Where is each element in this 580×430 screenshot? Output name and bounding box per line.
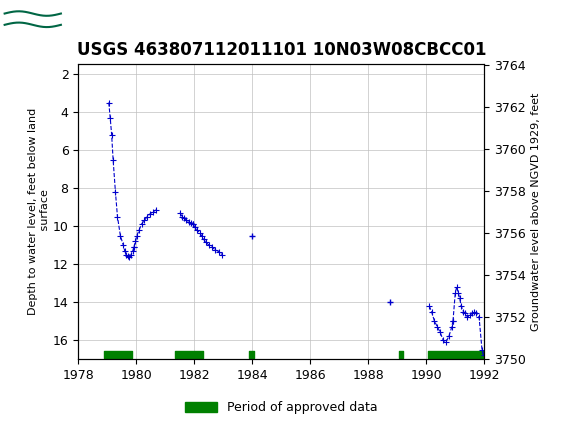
Text: USGS 463807112011101 10N03W08CBCC01: USGS 463807112011101 10N03W08CBCC01	[77, 41, 486, 59]
Y-axis label: Depth to water level, feet below land
 surface: Depth to water level, feet below land su…	[28, 108, 50, 315]
Y-axis label: Groundwater level above NGVD 1929, feet: Groundwater level above NGVD 1929, feet	[531, 92, 542, 331]
Text: USGS: USGS	[67, 13, 126, 32]
Legend: Period of approved data: Period of approved data	[180, 396, 382, 419]
